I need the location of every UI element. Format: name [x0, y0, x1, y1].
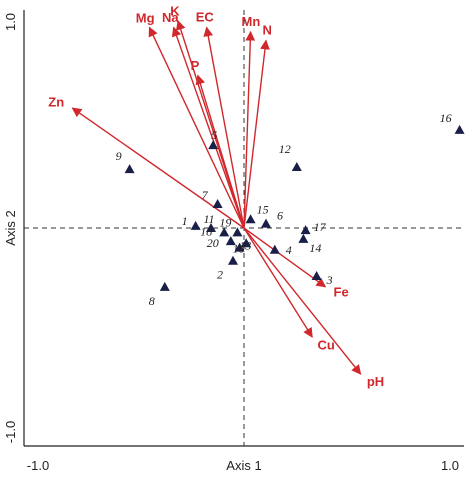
site-point-9 — [124, 164, 135, 174]
site-label-9: 9 — [116, 149, 122, 163]
site-label-14: 14 — [309, 241, 321, 255]
site-point-15 — [245, 214, 256, 224]
vector-label-p: P — [191, 58, 200, 73]
site-label-18: 18 — [200, 224, 212, 238]
site-point-12 — [291, 161, 302, 171]
site-point-11 — [206, 223, 216, 232]
site-point-20 — [225, 236, 236, 246]
x-tick-label-min: -1.0 — [27, 458, 49, 473]
site-point-14 — [298, 233, 309, 243]
y-tick-label-max: 1.0 — [3, 13, 18, 31]
site-label-4: 4 — [286, 243, 292, 257]
x-axis-title: Axis 1 — [226, 458, 261, 473]
site-label-1: 1 — [182, 214, 188, 228]
site-label-7: 7 — [202, 188, 209, 202]
y-axis-title: Axis 2 — [3, 210, 18, 245]
site-label-8: 8 — [149, 294, 155, 308]
site-label-20: 20 — [207, 236, 219, 250]
site-point-16 — [454, 124, 465, 134]
site-label-6: 6 — [277, 209, 283, 223]
site-point-3 — [311, 270, 322, 280]
vector-arrow-p — [195, 74, 245, 229]
vector-label-zn: Zn — [48, 94, 64, 109]
site-label-15: 15 — [257, 202, 269, 216]
site-point-13 — [241, 238, 252, 248]
vector-label-n: N — [262, 23, 271, 38]
vector-label-mn: Mn — [242, 14, 261, 29]
vector-arrow-ec — [203, 26, 245, 229]
vector-label-ph: pH — [367, 374, 384, 389]
site-point-17 — [300, 225, 311, 235]
site-label-5: 5 — [211, 128, 217, 142]
vector-label-k: K — [170, 3, 180, 18]
site-label-2: 2 — [217, 268, 223, 282]
site-label-16: 16 — [440, 111, 452, 125]
site-point-4 — [269, 244, 280, 254]
site-label-19: 19 — [219, 215, 231, 229]
vector-label-fe: Fe — [334, 285, 349, 300]
site-label-13: 13 — [239, 238, 251, 252]
vector-label-ec: EC — [196, 10, 215, 25]
site-point-18 — [219, 227, 230, 237]
site-point-6 — [261, 218, 271, 228]
site-label-11: 11 — [203, 212, 214, 226]
site-label-17: 17 — [314, 220, 327, 234]
vector-arrow-mn — [243, 30, 256, 229]
vector-arrow-fe — [243, 227, 327, 288]
vector-arrow-cu — [243, 227, 313, 338]
vector-arrow-ph — [243, 227, 362, 375]
vector-arrow-zn — [71, 107, 245, 229]
vector-label-na: Na — [162, 10, 179, 25]
site-point-8 — [159, 281, 170, 291]
site-point-1 — [190, 220, 201, 230]
site-point-5 — [208, 140, 219, 150]
vector-arrow-n — [243, 39, 270, 229]
vector-arrow-na — [171, 26, 245, 229]
site-point-2 — [228, 255, 238, 265]
site-point-19 — [232, 227, 243, 237]
site-label-12: 12 — [279, 142, 291, 156]
y-tick-label-min: -1.0 — [3, 421, 18, 443]
vector-arrow-mg — [148, 26, 245, 229]
x-tick-label-max: 1.0 — [441, 458, 459, 473]
vector-label-mg: Mg — [136, 10, 155, 25]
site-label-10: 10 — [233, 242, 245, 256]
site-label-3: 3 — [326, 273, 333, 287]
vector-label-cu: Cu — [318, 337, 335, 352]
site-point-7 — [212, 199, 223, 209]
site-point-10 — [234, 242, 245, 252]
